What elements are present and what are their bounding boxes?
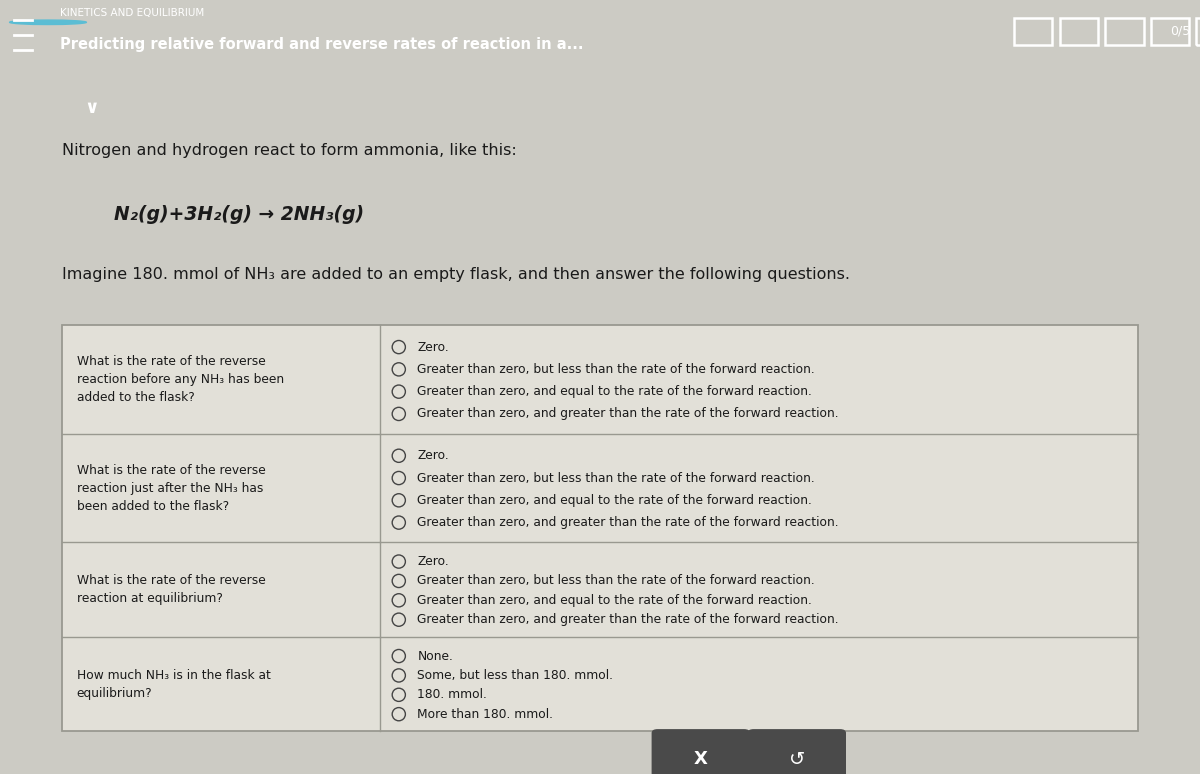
Text: What is the rate of the reverse
reaction before any NH₃ has been
added to the fl: What is the rate of the reverse reaction… [77, 355, 284, 404]
Text: ∨: ∨ [84, 98, 98, 117]
Text: Greater than zero, and equal to the rate of the forward reaction.: Greater than zero, and equal to the rate… [418, 494, 812, 507]
Text: What is the rate of the reverse
reaction just after the NH₃ has
been added to th: What is the rate of the reverse reaction… [77, 464, 265, 512]
Text: Greater than zero, and greater than the rate of the forward reaction.: Greater than zero, and greater than the … [418, 613, 839, 626]
Text: Greater than zero, but less than the rate of the forward reaction.: Greater than zero, but less than the rat… [418, 471, 815, 485]
Text: What is the rate of the reverse
reaction at equilibrium?: What is the rate of the reverse reaction… [77, 574, 265, 605]
Text: Imagine 180. mmol of NH₃ are added to an empty flask, and then answer the follow: Imagine 180. mmol of NH₃ are added to an… [62, 267, 851, 282]
Text: Greater than zero, but less than the rate of the forward reaction.: Greater than zero, but less than the rat… [418, 574, 815, 587]
Text: ↺: ↺ [788, 750, 805, 769]
Text: Greater than zero, but less than the rate of the forward reaction.: Greater than zero, but less than the rat… [418, 363, 815, 376]
Text: Predicting relative forward and reverse rates of reaction in a...: Predicting relative forward and reverse … [60, 37, 583, 52]
Text: Greater than zero, and greater than the rate of the forward reaction.: Greater than zero, and greater than the … [418, 407, 839, 420]
Circle shape [10, 20, 86, 25]
Text: Greater than zero, and equal to the rate of the forward reaction.: Greater than zero, and equal to the rate… [418, 594, 812, 607]
Text: 180. mmol.: 180. mmol. [418, 688, 487, 701]
Text: Some, but less than 180. mmol.: Some, but less than 180. mmol. [418, 669, 613, 682]
Text: Greater than zero, and equal to the rate of the forward reaction.: Greater than zero, and equal to the rate… [418, 385, 812, 398]
Text: More than 180. mmol.: More than 180. mmol. [418, 707, 553, 721]
Text: None.: None. [418, 649, 454, 663]
Text: KINETICS AND EQUILIBRIUM: KINETICS AND EQUILIBRIUM [60, 8, 204, 18]
Text: 0/5: 0/5 [1170, 25, 1190, 38]
Text: N₂(g)+3H₂(g) → 2NH₃(g): N₂(g)+3H₂(g) → 2NH₃(g) [114, 205, 364, 224]
Text: Zero.: Zero. [418, 341, 449, 354]
Text: Zero.: Zero. [418, 555, 449, 568]
Text: Greater than zero, and greater than the rate of the forward reaction.: Greater than zero, and greater than the … [418, 516, 839, 529]
Text: Nitrogen and hydrogen react to form ammonia, like this:: Nitrogen and hydrogen react to form ammo… [62, 143, 517, 158]
Text: How much NH₃ is in the flask at
equilibrium?: How much NH₃ is in the flask at equilibr… [77, 669, 271, 700]
Text: Zero.: Zero. [418, 449, 449, 462]
Text: X: X [694, 750, 708, 769]
